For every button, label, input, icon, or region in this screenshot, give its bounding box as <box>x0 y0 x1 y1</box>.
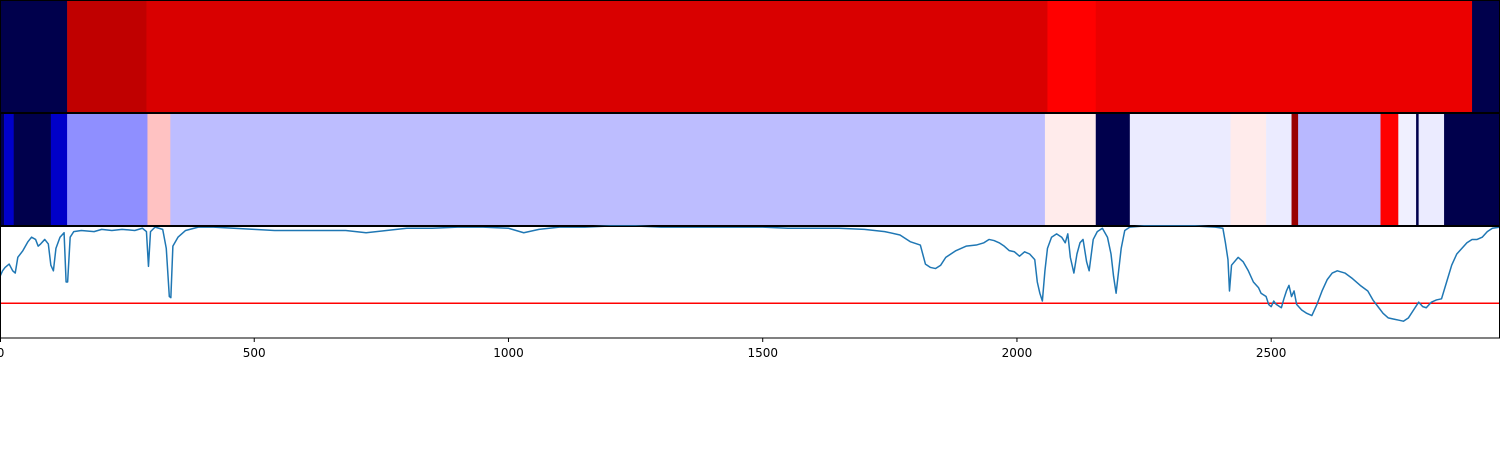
heatmap-top-cell-2 <box>146 1 1048 112</box>
heatmap-bottom-cell-1 <box>4 114 15 225</box>
heatmap-bottom-cell-4 <box>67 114 148 225</box>
heatmap-top-cell-0 <box>0 1 68 112</box>
heatmap-bottom-cell-12 <box>1291 114 1299 225</box>
heatmap-bottom-cell-3 <box>50 114 68 225</box>
heatmap-bottom-cell-5 <box>147 114 171 225</box>
heatmap-bottom-cell-8 <box>1095 114 1131 225</box>
heatmap-bottom-cell-16 <box>1416 114 1419 225</box>
x-tick-label-5: 2500 <box>1256 346 1287 360</box>
heatmap-bottom-cell-13 <box>1298 114 1381 225</box>
heatmap-bottom-cell-0 <box>0 114 5 225</box>
heatmap-top-cell-4 <box>1095 1 1473 112</box>
series-line-0 <box>0 225 1500 322</box>
heatmap-bottom-cell-15 <box>1398 114 1417 225</box>
heatmap-top-cell-5 <box>1472 1 1500 112</box>
x-axis: 0 500 1000 1500 2000 2500 <box>0 338 1286 360</box>
x-tick-label-2: 1000 <box>493 346 524 360</box>
heatmap-bottom <box>0 114 1500 225</box>
heatmap-top-cell-3 <box>1047 1 1097 112</box>
heatmap-bottom-cell-9 <box>1129 114 1231 225</box>
heatmap-bottom-cell-7 <box>1044 114 1097 225</box>
heatmap-bottom-cell-11 <box>1266 114 1292 225</box>
heatmap-bottom-cell-17 <box>1418 114 1445 225</box>
heatmap-bottom-cell-14 <box>1380 114 1399 225</box>
heatmap-bottom-cell-18 <box>1444 114 1500 225</box>
heatmap-bottom-cell-10 <box>1230 114 1267 225</box>
x-tick-label-0: 0 <box>0 346 4 360</box>
heatmap-top <box>0 1 1500 112</box>
line-plot: 0 500 1000 1500 2000 2500 <box>0 225 1500 360</box>
heatmap-bottom-cell-6 <box>170 114 1046 225</box>
x-tick-label-1: 500 <box>243 346 266 360</box>
x-tick-label-4: 2000 <box>1002 346 1033 360</box>
line-plot-background <box>0 226 1500 338</box>
heatmap-bottom-cell-2 <box>13 114 52 225</box>
x-tick-label-3: 1500 <box>747 346 778 360</box>
heatmap-top-cell-1 <box>67 1 147 112</box>
